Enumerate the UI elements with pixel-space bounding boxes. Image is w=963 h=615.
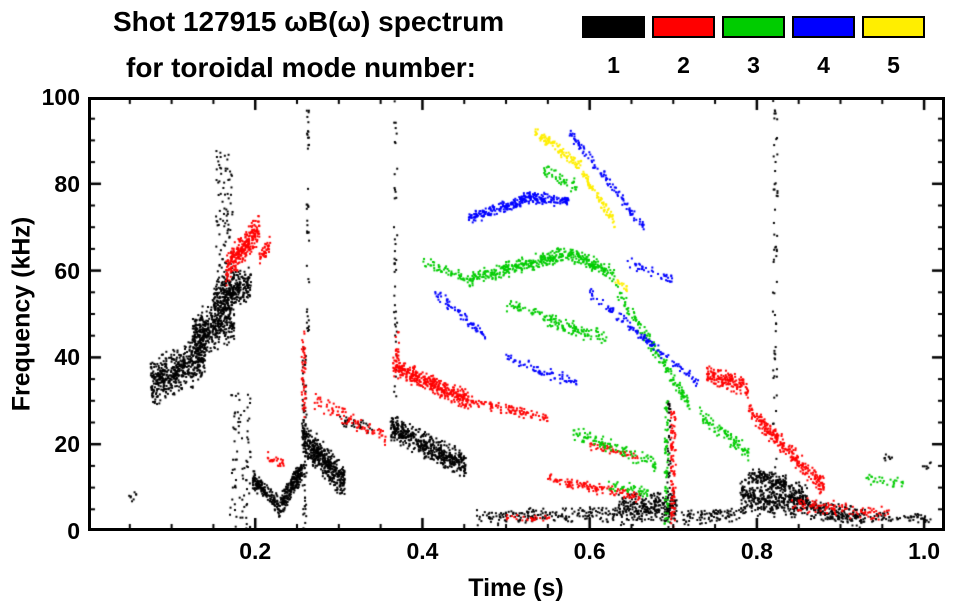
- y-tick-label: 60: [54, 257, 80, 284]
- legend-item: 4: [792, 16, 855, 77]
- x-tick-label: 0.6: [573, 538, 606, 564]
- legend-label: 3: [747, 52, 760, 78]
- legend-swatch: [582, 16, 645, 38]
- x-tick-label: 0.4: [406, 538, 439, 564]
- y-tick-label: 80: [54, 170, 80, 197]
- x-axis-title: Time (s): [468, 574, 564, 602]
- x-tick-label: 1.0: [908, 538, 941, 564]
- y-tick-label: 40: [54, 344, 80, 371]
- legend-item: 1: [582, 16, 645, 77]
- legend-swatch: [652, 16, 715, 38]
- legend-item: 3: [722, 16, 785, 77]
- legend-item: 5: [862, 16, 925, 77]
- x-tick-label: 0.2: [239, 538, 272, 564]
- legend-label: 4: [817, 52, 830, 78]
- legend-label: 1: [607, 52, 620, 78]
- mode-legend: 1 2 3 4 5: [582, 16, 925, 77]
- spectrogram-canvas: [88, 97, 945, 531]
- legend-item: 2: [652, 16, 715, 77]
- y-axis-title: Frequency (kHz): [7, 216, 36, 412]
- legend-label: 2: [677, 52, 690, 78]
- legend-swatch: [722, 16, 785, 38]
- y-tick-label: 20: [54, 431, 80, 458]
- y-tick-label: 0: [67, 518, 80, 544]
- x-tick-label: 0.8: [740, 538, 773, 564]
- legend-swatch: [792, 16, 855, 38]
- figure-title-line2: for toroidal mode number:: [126, 52, 476, 83]
- legend-swatch: [862, 16, 925, 38]
- legend-label: 5: [887, 52, 900, 78]
- y-tick-label: 100: [41, 84, 80, 110]
- figure-title-line1: Shot 127915 ωB(ω) spectrum: [113, 6, 505, 37]
